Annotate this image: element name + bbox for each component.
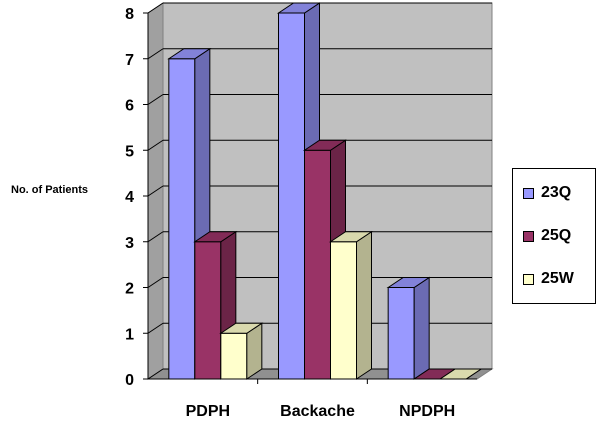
y-tick-label: 7 [125,52,134,69]
gridline-diagonal [147,48,164,60]
y-tick-label: 3 [125,235,134,252]
legend-label: 23Q [541,184,572,201]
bar-side [413,276,430,380]
bar-front [304,149,331,380]
gridline-diagonal [147,322,164,334]
bar-front [387,287,415,380]
bar-front [168,58,196,380]
gridline-diagonal [147,368,164,380]
bar-front [194,241,222,380]
legend: 23Q 25Q 25W [512,168,596,304]
bar-front [330,241,357,380]
bar-npdph-23q [386,276,431,380]
gridline-diagonal [147,231,164,243]
y-tick-label: 4 [125,189,134,206]
bar-top [328,231,374,243]
bar-top [219,322,264,334]
legend-item-25w: 25W [523,269,574,289]
bars [167,2,483,380]
bar-top [167,48,212,60]
gridline-diagonal [147,277,164,288]
y-tick-label: 8 [125,6,134,23]
bar-side [356,230,372,380]
x-tick-label: Backache [280,403,355,420]
bar-top [276,2,322,14]
y-tick-label: 2 [125,281,134,298]
legend-item-23q: 23Q [523,183,571,203]
bar-pdph-25w [219,322,264,380]
legend-swatch [523,273,534,285]
bar-top [193,231,238,243]
legend-swatch [523,230,534,242]
bar-backache-25w [328,230,374,380]
axes: 0 1 2 3 4 5 6 7 8 PDPH Backache NPDPH [125,6,477,420]
y-axis-label: No. of Patients [11,184,88,196]
bar-pdph-23q [167,47,212,380]
gridline-diagonal [147,2,164,14]
bar-front [220,332,248,380]
x-tick-label: NPDPH [399,403,455,420]
y-tick-label: 5 [125,143,134,160]
gridline-diagonal [147,185,164,197]
bar-top [386,277,431,288]
bar-top [302,139,348,151]
legend-item-25q: 25Q [523,226,571,246]
legend-label: 25W [541,270,574,287]
y-tick-label: 0 [125,372,134,389]
gridline-diagonal [147,94,164,105]
legend-swatch [523,187,534,199]
y-tick-label: 6 [125,98,134,115]
legend-label: 25Q [541,227,572,244]
y-tick-label: 1 [125,326,134,343]
bar-front [278,12,305,380]
gridline-diagonal [147,139,164,151]
x-tick-label: PDPH [186,403,230,420]
